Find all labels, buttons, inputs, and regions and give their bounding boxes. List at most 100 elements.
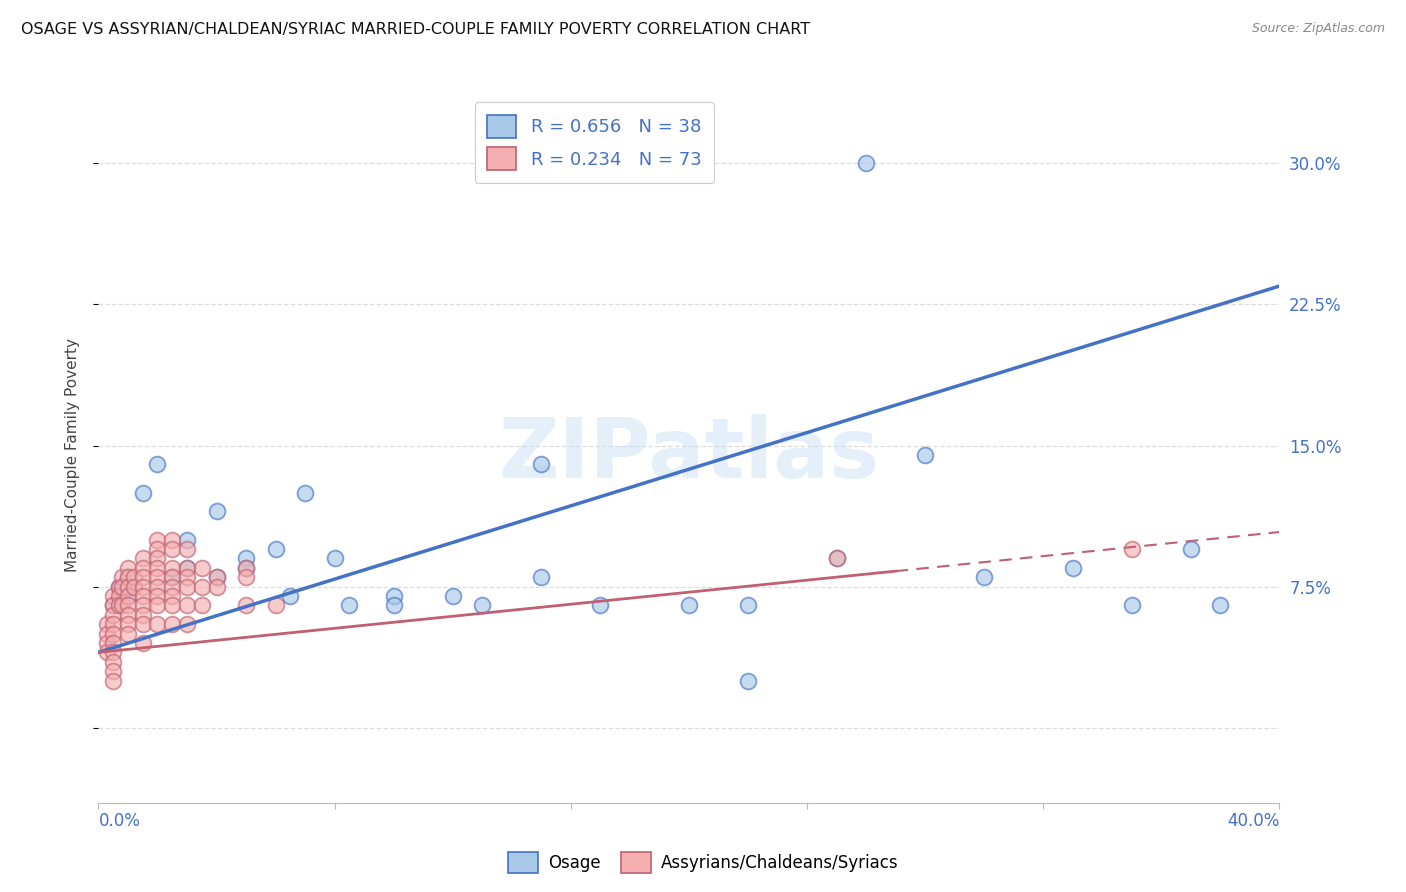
Point [737, 673, 759, 688]
Point [103, 599, 125, 613]
Legend: R = 0.656   N = 38, R = 0.234   N = 73: R = 0.656 N = 38, R = 0.234 N = 73 [475, 103, 714, 183]
Point [191, 599, 214, 613]
Text: ZIPatlas: ZIPatlas [499, 415, 879, 495]
Point [103, 655, 125, 669]
Point [117, 580, 139, 594]
Point [176, 560, 198, 574]
Point [205, 570, 228, 584]
Point [235, 560, 257, 574]
Point [146, 551, 169, 566]
Point [530, 458, 553, 472]
Point [132, 636, 155, 650]
Point [278, 589, 302, 603]
Point [176, 541, 198, 556]
Point [205, 580, 228, 594]
Point [103, 607, 125, 622]
Point [146, 541, 169, 556]
Point [382, 589, 405, 603]
Point [122, 570, 145, 584]
Point [382, 599, 405, 613]
Point [103, 617, 125, 632]
Point [111, 589, 134, 603]
Point [103, 664, 125, 678]
Point [176, 599, 198, 613]
Point [323, 551, 346, 566]
Point [162, 617, 183, 632]
Point [235, 599, 257, 613]
Point [122, 580, 145, 594]
Point [146, 599, 169, 613]
Point [132, 551, 155, 566]
Point [146, 570, 169, 584]
Point [1121, 541, 1143, 556]
Point [162, 560, 183, 574]
Point [176, 617, 198, 632]
Point [176, 560, 198, 574]
Point [96, 617, 118, 632]
Point [1180, 541, 1202, 556]
Point [264, 541, 287, 556]
Point [235, 570, 257, 584]
Point [103, 626, 125, 640]
Point [1209, 599, 1232, 613]
Point [108, 599, 131, 613]
Point [146, 458, 169, 472]
Y-axis label: Married-Couple Family Poverty: Married-Couple Family Poverty [65, 338, 80, 572]
Point [162, 533, 183, 547]
Point [132, 617, 155, 632]
Point [191, 580, 214, 594]
Point [117, 626, 139, 640]
Point [108, 589, 131, 603]
Point [117, 589, 139, 603]
Point [914, 448, 936, 462]
Point [103, 645, 125, 659]
Point [205, 570, 228, 584]
Point [176, 570, 198, 584]
Point [264, 599, 287, 613]
Point [117, 570, 139, 584]
Point [108, 580, 131, 594]
Point [103, 673, 125, 688]
Point [235, 560, 257, 574]
Point [162, 580, 183, 594]
Point [235, 551, 257, 566]
Point [111, 570, 134, 584]
Point [146, 580, 169, 594]
Point [162, 541, 183, 556]
Point [146, 560, 169, 574]
Point [1121, 599, 1143, 613]
Text: 0.0%: 0.0% [98, 813, 141, 830]
Point [111, 580, 134, 594]
Point [96, 645, 118, 659]
Point [103, 599, 125, 613]
Point [441, 589, 464, 603]
Point [825, 551, 848, 566]
Point [117, 607, 139, 622]
Point [108, 580, 131, 594]
Point [162, 589, 183, 603]
Point [162, 570, 183, 584]
Point [339, 599, 360, 613]
Point [117, 589, 139, 603]
Point [162, 599, 183, 613]
Point [294, 485, 316, 500]
Point [117, 560, 139, 574]
Point [191, 560, 214, 574]
Point [96, 636, 118, 650]
Point [132, 580, 155, 594]
Point [111, 599, 134, 613]
Point [737, 599, 759, 613]
Point [825, 551, 848, 566]
Point [589, 599, 612, 613]
Point [146, 533, 169, 547]
Text: 40.0%: 40.0% [1227, 813, 1279, 830]
Point [132, 485, 155, 500]
Point [162, 570, 183, 584]
Point [117, 599, 139, 613]
Point [132, 589, 155, 603]
Point [176, 533, 198, 547]
Point [132, 607, 155, 622]
Point [146, 617, 169, 632]
Point [530, 570, 553, 584]
Point [117, 580, 139, 594]
